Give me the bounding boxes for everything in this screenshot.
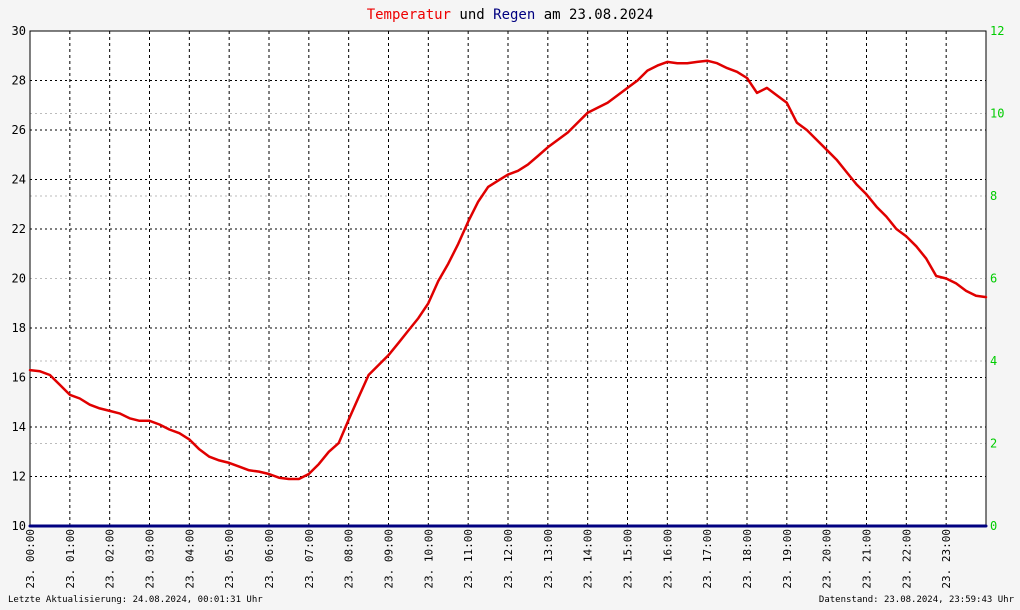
title-temperature: Temperatur (367, 7, 451, 23)
y-right-tick-label: 6 (990, 272, 997, 286)
x-tick-label: 23. 14:00 (582, 529, 595, 589)
y-right-tick-label: 8 (990, 189, 997, 203)
y-left-tick-label: 22 (12, 222, 26, 236)
x-tick-label: 23. 09:00 (383, 529, 396, 589)
x-tick-label: 23. 01:00 (64, 529, 77, 589)
chart-title: Temperatur und Regen am 23.08.2024 (367, 7, 654, 23)
grid-layer (30, 31, 986, 526)
x-tick-label: 23. 00:00 (24, 529, 37, 589)
y-left-tick-label: 14 (12, 420, 26, 434)
series-layer (28, 59, 988, 528)
title-und: und (451, 7, 493, 23)
y-left-tick-label: 28 (12, 74, 26, 88)
x-tick-label: 23. 19:00 (781, 529, 794, 589)
y-left-tick-label: 24 (12, 173, 26, 187)
title-rain: Regen (493, 7, 535, 23)
footer-last-update: Letzte Aktualisierung: 24.08.2024, 00:01… (8, 595, 263, 605)
footer-data-status: Datenstand: 23.08.2024, 23:59:43 Uhr (819, 595, 1015, 605)
x-tick-label: 23. 05:00 (223, 529, 236, 589)
y-left-tick-label: 26 (12, 123, 26, 137)
y-right-tick-label: 2 (990, 437, 997, 451)
x-tick-label: 23. 12:00 (502, 529, 515, 589)
y-left-tick-label: 20 (12, 272, 26, 286)
x-tick-label: 23. 03:00 (144, 529, 157, 589)
x-tick-label: 23. 15:00 (622, 529, 635, 589)
y-right-tick-label: 12 (990, 24, 1004, 38)
y-left-tick-label: 10 (12, 519, 26, 533)
y-right-tick-label: 0 (990, 519, 997, 533)
x-tick-label: 23. 11:00 (462, 529, 475, 589)
x-tick-label: 23. 07:00 (303, 529, 316, 589)
x-tick-label: 23. 21:00 (861, 529, 874, 589)
x-tick-label: 23. 18:00 (741, 529, 754, 589)
y-right-tick-label: 4 (990, 354, 997, 368)
x-tick-label: 23. 22:00 (900, 529, 913, 589)
x-tick-label: 23. 10:00 (422, 529, 435, 589)
y-right-tick-label: 10 (990, 107, 1004, 121)
y-left-tick-label: 16 (12, 371, 26, 385)
x-tick-label: 23. 04:00 (183, 529, 196, 589)
x-tick-label: 23. 08:00 (343, 529, 356, 589)
x-tick-label: 23. 06:00 (263, 529, 276, 589)
x-tick-label: 23. 17:00 (701, 529, 714, 589)
y-left-tick-label: 12 (12, 470, 26, 484)
x-tick-label: 23. 16:00 (661, 529, 674, 589)
series-temperature-line (28, 59, 988, 481)
x-tick-label: 23. 23:00 (940, 529, 953, 589)
x-tick-label: 23. 02:00 (104, 529, 117, 589)
x-tick-label: 23. 13:00 (542, 529, 555, 589)
x-tick-label: 23. 20:00 (821, 529, 834, 589)
y-left-tick-label: 18 (12, 321, 26, 335)
title-date: am 23.08.2024 (535, 7, 653, 23)
y-left-tick-label: 30 (12, 24, 26, 38)
